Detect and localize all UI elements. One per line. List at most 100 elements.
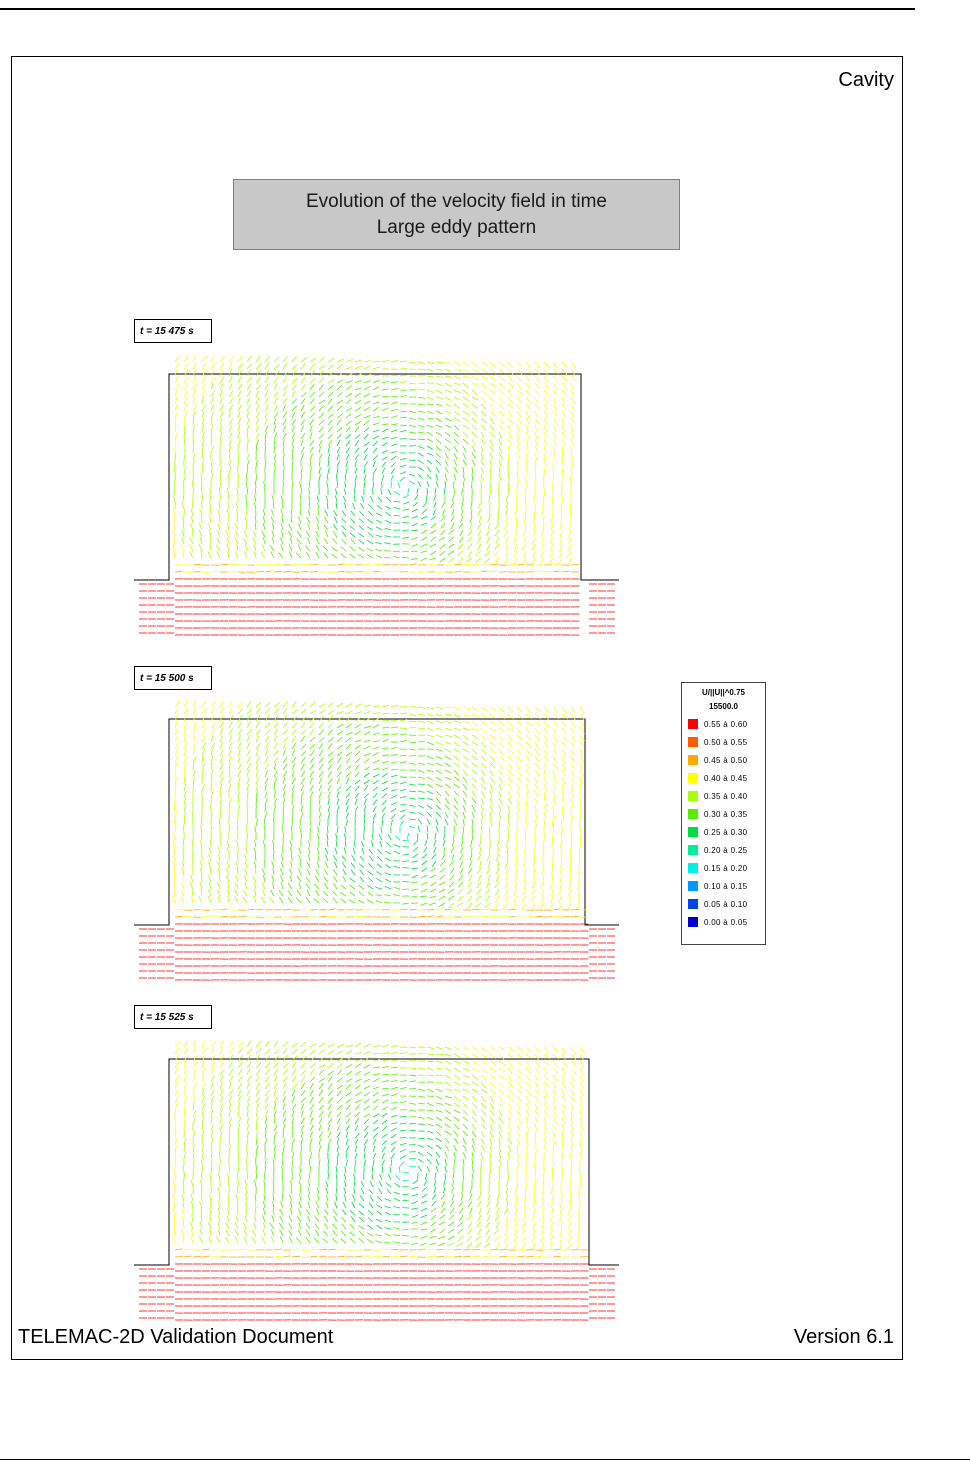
velocity-arrow [318, 703, 326, 708]
velocity-arrow [450, 501, 455, 509]
velocity-arrow [210, 1102, 213, 1111]
velocity-arrow [246, 818, 249, 827]
velocity-arrow [210, 762, 213, 771]
velocity-arrow [255, 770, 259, 778]
velocity-arrow [441, 501, 446, 509]
velocity-arrow [381, 1133, 388, 1139]
velocity-arrow [575, 902, 581, 910]
velocity-arrow [480, 804, 484, 812]
velocity-arrow [174, 362, 180, 370]
velocity-arrow [363, 909, 372, 911]
velocity-arrow [254, 1193, 257, 1202]
velocity-arrow [552, 375, 559, 382]
velocity-arrow [237, 1158, 239, 1167]
velocity-arrow [300, 404, 305, 412]
velocity-arrow [308, 840, 311, 848]
velocity-arrow [290, 1187, 293, 1195]
velocity-arrow [541, 536, 545, 545]
velocity-arrow [318, 1049, 325, 1055]
velocity-arrow [417, 720, 426, 723]
velocity-arrow [366, 1232, 374, 1237]
velocity-arrow [336, 1077, 343, 1083]
velocity-arrow [298, 854, 302, 862]
velocity-arrow [327, 1138, 332, 1146]
velocity-arrow [309, 1082, 314, 1090]
velocity-arrow [503, 522, 509, 530]
velocity-arrow [201, 438, 205, 447]
velocity-arrow [570, 790, 575, 798]
velocity-arrow [534, 389, 541, 396]
velocity-arrow [192, 1151, 195, 1160]
velocity-arrow [412, 853, 419, 859]
velocity-arrow [210, 755, 214, 764]
velocity-arrow [234, 537, 239, 545]
velocity-arrow [291, 425, 296, 433]
velocity-arrow [334, 1201, 338, 1209]
velocity-arrow [421, 508, 428, 514]
velocity-arrow [246, 424, 250, 433]
velocity-arrow [524, 832, 527, 841]
velocity-arrow [363, 1078, 371, 1083]
velocity-arrow [570, 853, 572, 862]
velocity-arrow [381, 360, 390, 363]
velocity-arrow [192, 1054, 198, 1062]
velocity-arrow [426, 1137, 434, 1141]
velocity-arrow [326, 474, 329, 482]
velocity-arrow [522, 888, 527, 896]
velocity-arrow [327, 419, 333, 426]
velocity-arrow [367, 1224, 374, 1230]
velocity-arrow [282, 729, 289, 736]
velocity-arrow [318, 391, 325, 398]
velocity-arrow [208, 861, 212, 869]
velocity-arrow [453, 748, 461, 753]
velocity-arrow [261, 868, 266, 876]
velocity-arrow [192, 776, 195, 785]
velocity-arrow [327, 908, 336, 911]
velocity-arrow [561, 494, 564, 503]
velocity-arrow [579, 748, 583, 757]
velocity-arrow [273, 721, 279, 729]
velocity-arrow [336, 433, 342, 440]
velocity-arrow [318, 1111, 324, 1118]
velocity-arrow [471, 459, 476, 467]
velocity-arrow [375, 1240, 383, 1244]
velocity-arrow [444, 431, 451, 437]
velocity-arrow [228, 1144, 231, 1153]
velocity-arrow [253, 861, 257, 869]
velocity-arrow [462, 403, 470, 408]
velocity-arrow [345, 805, 349, 813]
velocity-arrow [399, 754, 407, 757]
velocity-arrow [273, 750, 279, 757]
velocity-arrow [354, 1104, 360, 1111]
velocity-arrow [183, 1054, 189, 1062]
velocity-arrow [282, 1255, 291, 1258]
velocity-arrow [477, 522, 482, 530]
velocity-arrow [327, 398, 333, 405]
velocity-arrow [287, 896, 293, 904]
velocity-arrow [516, 713, 523, 720]
velocity-arrow [183, 1040, 189, 1048]
velocity-arrow [420, 1214, 428, 1218]
velocity-arrow [435, 734, 443, 738]
velocity-arrow [280, 537, 284, 545]
velocity-arrow [280, 495, 284, 503]
velocity-arrow [456, 902, 464, 907]
velocity-arrow [367, 518, 374, 524]
velocity-vectors [139, 354, 615, 636]
velocity-arrow [533, 846, 536, 855]
velocity-arrow [471, 438, 476, 446]
velocity-arrow [376, 1224, 383, 1230]
velocity-arrow [219, 1109, 223, 1118]
velocity-arrow [507, 452, 510, 461]
velocity-arrow [399, 368, 408, 370]
velocity-arrow [426, 818, 431, 825]
velocity-arrow [570, 713, 576, 721]
velocity-arrow [243, 875, 248, 883]
velocity-arrow [367, 891, 374, 897]
velocity-arrow [453, 389, 461, 394]
velocity-arrow [475, 902, 482, 908]
velocity-arrow [534, 445, 539, 453]
velocity-arrow [336, 737, 343, 743]
velocity-arrow [399, 1052, 408, 1055]
velocity-arrow [237, 1117, 242, 1125]
